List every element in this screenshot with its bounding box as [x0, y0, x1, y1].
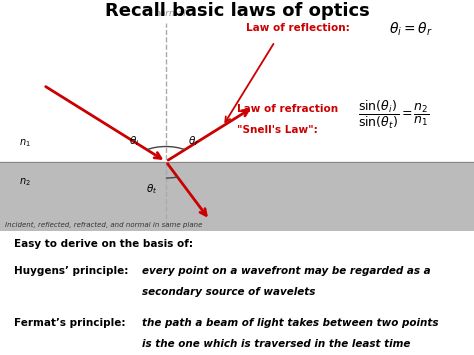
Text: $n_1$: $n_1$: [19, 137, 31, 149]
Text: every point on a wavefront may be regarded as a: every point on a wavefront may be regard…: [142, 266, 431, 275]
Text: $n_2$: $n_2$: [19, 176, 31, 188]
Text: $\theta_t$: $\theta_t$: [146, 182, 157, 196]
Text: Fermat’s principle:: Fermat’s principle:: [14, 318, 126, 328]
Text: Recall basic laws of optics: Recall basic laws of optics: [105, 2, 369, 20]
Text: $\theta_i$: $\theta_i$: [129, 134, 139, 148]
Text: Easy to derive on the basis of:: Easy to derive on the basis of:: [14, 239, 193, 250]
Bar: [0, 0, 474, 162]
Text: Huygens’ principle:: Huygens’ principle:: [14, 266, 128, 275]
Text: "Snell's Law":: "Snell's Law":: [237, 125, 318, 135]
Text: $\theta_r$: $\theta_r$: [189, 134, 200, 148]
Text: secondary source of wavelets: secondary source of wavelets: [142, 287, 316, 297]
Text: Law of reflection:: Law of reflection:: [246, 23, 350, 33]
Text: the path a beam of light takes between two points: the path a beam of light takes between t…: [142, 318, 439, 328]
Text: Incident, reflected, refracted, and normal in same plane: Incident, reflected, refracted, and norm…: [5, 222, 202, 229]
Text: Law of refraction: Law of refraction: [237, 104, 338, 114]
Bar: [0, 162, 474, 231]
Text: $\dfrac{\sin(\theta_i)}{\sin(\theta_t)} = \dfrac{n_2}{n_1}$: $\dfrac{\sin(\theta_i)}{\sin(\theta_t)} …: [358, 99, 430, 131]
Text: $\theta_i = \theta_r$: $\theta_i = \theta_r$: [389, 21, 432, 38]
Text: normal: normal: [155, 10, 186, 18]
Text: is the one which is traversed in the least time: is the one which is traversed in the lea…: [142, 339, 410, 349]
